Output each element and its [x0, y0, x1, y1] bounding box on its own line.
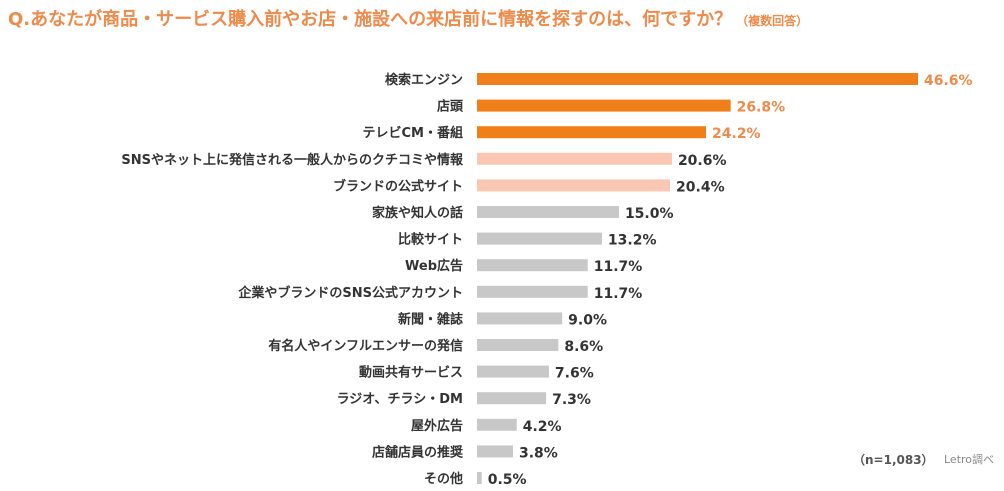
category-label: 比較サイト	[398, 232, 463, 248]
category-label: 動画共有サービス	[359, 365, 463, 381]
title-text: Q.あなたが商品・サービス購入前やお店・施設への来店前に情報を探すのは、何ですか…	[8, 9, 733, 30]
bar	[477, 445, 513, 458]
bar	[477, 472, 482, 484]
category-label: ブランドの公式サイト	[333, 178, 463, 194]
bar	[477, 365, 549, 378]
category-label: 新聞・雑誌	[398, 311, 463, 327]
value-label: 7.3%	[552, 392, 591, 408]
value-label: 20.4%	[676, 179, 725, 195]
value-label: 13.2%	[608, 233, 657, 249]
value-label: 24.2%	[712, 126, 761, 142]
category-label: 店舗店員の推奨	[372, 444, 464, 460]
bar	[477, 179, 671, 192]
bar	[477, 418, 517, 431]
category-label: 有名人やインフルエンサーの発信	[268, 338, 463, 354]
bar	[477, 152, 672, 165]
bar	[477, 259, 588, 272]
bar	[477, 99, 731, 112]
bar	[477, 73, 918, 85]
value-label: 11.7%	[594, 286, 643, 302]
value-label: 3.8%	[519, 445, 558, 461]
category-label: Web広告	[405, 258, 463, 274]
category-label: 検索エンジン	[385, 72, 463, 88]
value-label: 0.5%	[488, 472, 527, 488]
bar	[477, 392, 547, 405]
sample-size-note: （n=1,083）	[853, 453, 934, 467]
value-label: 9.0%	[568, 312, 607, 328]
chart-title: Q.あなたが商品・サービス購入前やお店・施設への来店前に情報を探すのは、何ですか…	[8, 8, 808, 33]
value-label: 46.6%	[924, 73, 973, 89]
source-note: Letro調べ	[944, 453, 995, 466]
bar	[477, 312, 563, 325]
category-label: その他	[424, 471, 463, 487]
value-label: 8.6%	[564, 339, 603, 355]
title-note: （複数回答）	[736, 14, 809, 28]
bar	[477, 232, 602, 245]
category-label: 店頭	[437, 99, 464, 115]
value-label: 11.7%	[594, 259, 643, 275]
bar	[477, 206, 619, 218]
category-label: SNSやネット上に発信される一般人からのクチコミや情報	[121, 152, 464, 168]
value-label: 4.2%	[523, 419, 562, 435]
value-label: 7.6%	[555, 366, 594, 382]
bar	[477, 126, 707, 139]
category-label: 屋外広告	[411, 418, 463, 434]
value-label: 26.8%	[737, 100, 786, 116]
category-label: ラジオ、チラシ・DM	[337, 392, 463, 407]
value-label: 20.6%	[678, 153, 727, 169]
bar	[477, 285, 588, 298]
value-label: 15.0%	[625, 206, 674, 222]
category-label: テレビCM・番組	[363, 125, 463, 141]
bar	[477, 339, 559, 351]
category-label: 企業やブランドのSNS公式アカウント	[237, 285, 463, 301]
category-label: 家族や知人の話	[372, 205, 463, 221]
